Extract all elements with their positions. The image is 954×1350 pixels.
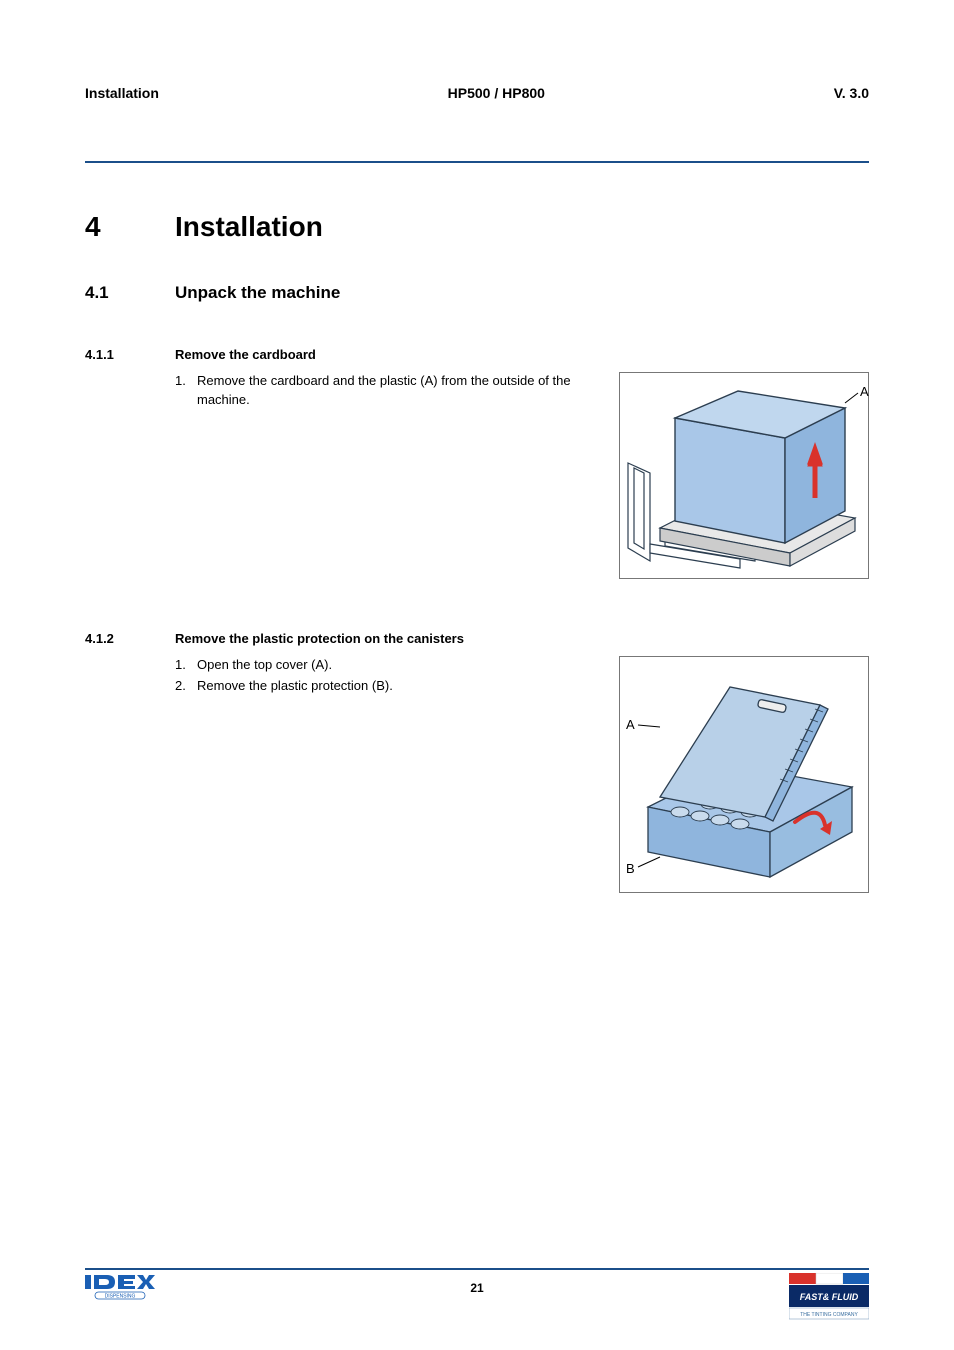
step-text: Remove the cardboard and the plastic (A)…	[197, 372, 599, 410]
step-number: 2.	[175, 677, 197, 696]
logo-tag-text: THE TINTING COMPANY	[800, 1312, 858, 1318]
step-list: 1. Open the top cover (A). 2. Remove the…	[175, 656, 599, 696]
idex-logo: DISPENSING	[85, 1271, 155, 1310]
subsection-title: Remove the plastic protection on the can…	[175, 631, 464, 646]
fast-fluid-logo: FAST& FLUID THE TINTING COMPANY	[789, 1273, 869, 1328]
section-number: 4.1	[85, 283, 175, 303]
logo-sub-text: DISPENSING	[105, 1294, 136, 1300]
footer-rule	[85, 1268, 869, 1270]
figure-remove-cardboard: A	[619, 372, 869, 579]
step-number: 1.	[175, 372, 197, 410]
subsection-number: 4.1.2	[85, 631, 175, 646]
subsection-body: 1. Remove the cardboard and the plastic …	[85, 372, 869, 579]
chapter-heading: 4 Installation	[85, 211, 869, 243]
subsection-title: Remove the cardboard	[175, 347, 316, 362]
subsection-heading: 4.1.2 Remove the plastic protection on t…	[85, 631, 869, 646]
logo-main-text: FAST& FLUID	[800, 1292, 859, 1302]
section-heading: 4.1 Unpack the machine	[85, 283, 869, 303]
figure-label-b: B	[626, 861, 635, 876]
subsection-body: 1. Open the top cover (A). 2. Remove the…	[85, 656, 869, 893]
header-rule	[85, 161, 869, 163]
text-column: 1. Remove the cardboard and the plastic …	[85, 372, 599, 579]
header-left: Installation	[85, 85, 159, 101]
section-title: Unpack the machine	[175, 283, 340, 303]
chapter-title: Installation	[175, 211, 323, 243]
subsection-heading: 4.1.1 Remove the cardboard	[85, 347, 869, 362]
figure-column: A	[619, 372, 869, 579]
list-item: 1. Open the top cover (A).	[175, 656, 599, 675]
step-text: Remove the plastic protection (B).	[197, 677, 393, 696]
step-text: Open the top cover (A).	[197, 656, 332, 675]
figure-label-a: A	[626, 717, 635, 732]
figure-label-a: A	[860, 384, 869, 399]
chapter-number: 4	[85, 211, 175, 243]
list-item: 2. Remove the plastic protection (B).	[175, 677, 599, 696]
header-center: HP500 / HP800	[448, 85, 545, 101]
figure-remove-plastic: A B	[619, 656, 869, 893]
page-header: Installation HP500 / HP800 V. 3.0	[85, 85, 869, 161]
list-item: 1. Remove the cardboard and the plastic …	[175, 372, 599, 410]
text-column: 1. Open the top cover (A). 2. Remove the…	[85, 656, 599, 893]
figure-column: A B	[619, 656, 869, 893]
header-right: V. 3.0	[834, 85, 869, 101]
step-number: 1.	[175, 656, 197, 675]
subsection-number: 4.1.1	[85, 347, 175, 362]
step-list: 1. Remove the cardboard and the plastic …	[175, 372, 599, 410]
